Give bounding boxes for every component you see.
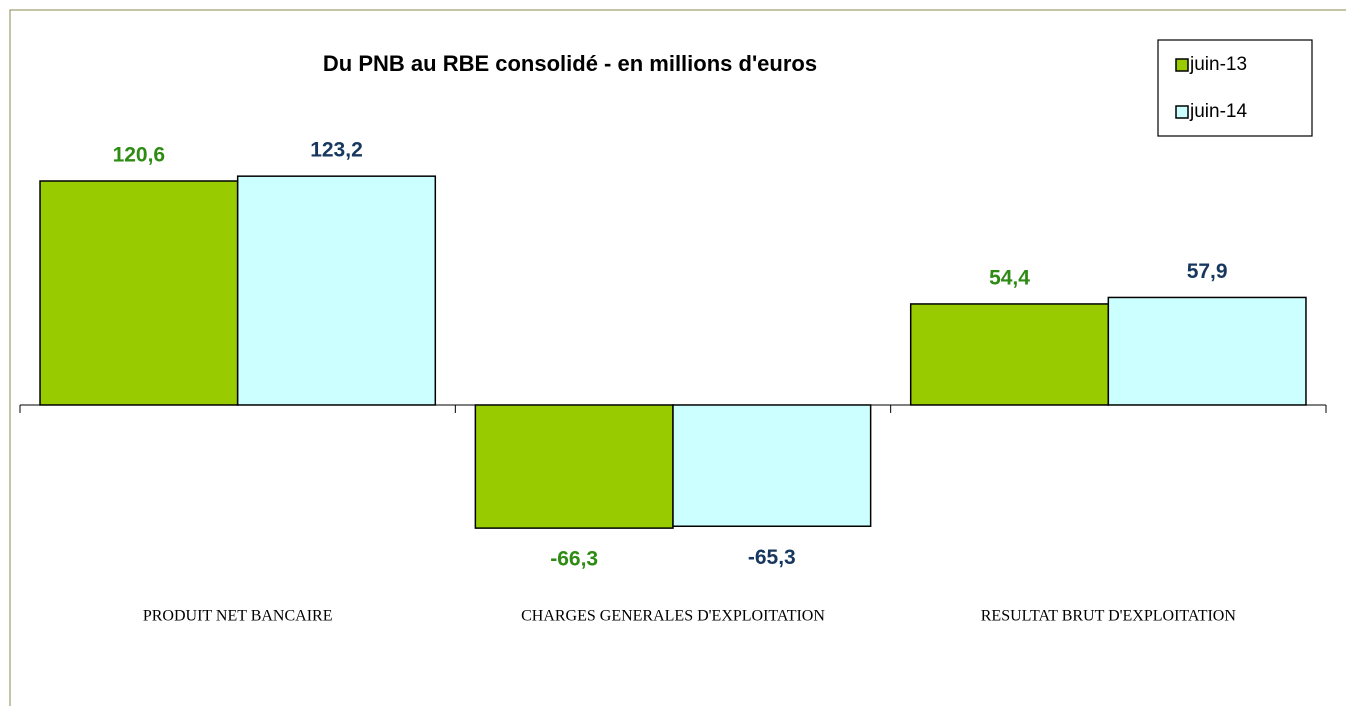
chart-frame xyxy=(9,9,1346,706)
value-label: 54,4 xyxy=(989,266,1030,289)
chart-title: Du PNB au RBE consolidé - en millions d'… xyxy=(323,51,817,76)
value-label: 120,6 xyxy=(113,144,166,167)
x-tick-label: RESULTAT BRUT D'EXPLOITATION xyxy=(981,608,1237,625)
value-label: 123,2 xyxy=(310,139,363,162)
legend-box xyxy=(1157,39,1313,137)
bar xyxy=(909,303,1110,406)
bar xyxy=(39,180,239,406)
x-tick-label: CHARGES GENERALES D'EXPLOITATION xyxy=(521,608,825,625)
value-label: -66,3 xyxy=(550,548,598,571)
legend-swatch xyxy=(1175,58,1189,72)
bar xyxy=(236,175,437,406)
bar xyxy=(1107,296,1307,406)
legend-label: juin-14 xyxy=(1189,101,1247,122)
bar xyxy=(474,404,674,529)
bar xyxy=(672,404,872,528)
legend-swatch xyxy=(1175,105,1189,119)
legend-label: juin-13 xyxy=(1189,54,1247,75)
x-tick-label: PRODUIT NET BANCAIRE xyxy=(143,608,333,625)
value-label: -65,3 xyxy=(748,546,796,569)
value-label: 57,9 xyxy=(1187,260,1228,283)
